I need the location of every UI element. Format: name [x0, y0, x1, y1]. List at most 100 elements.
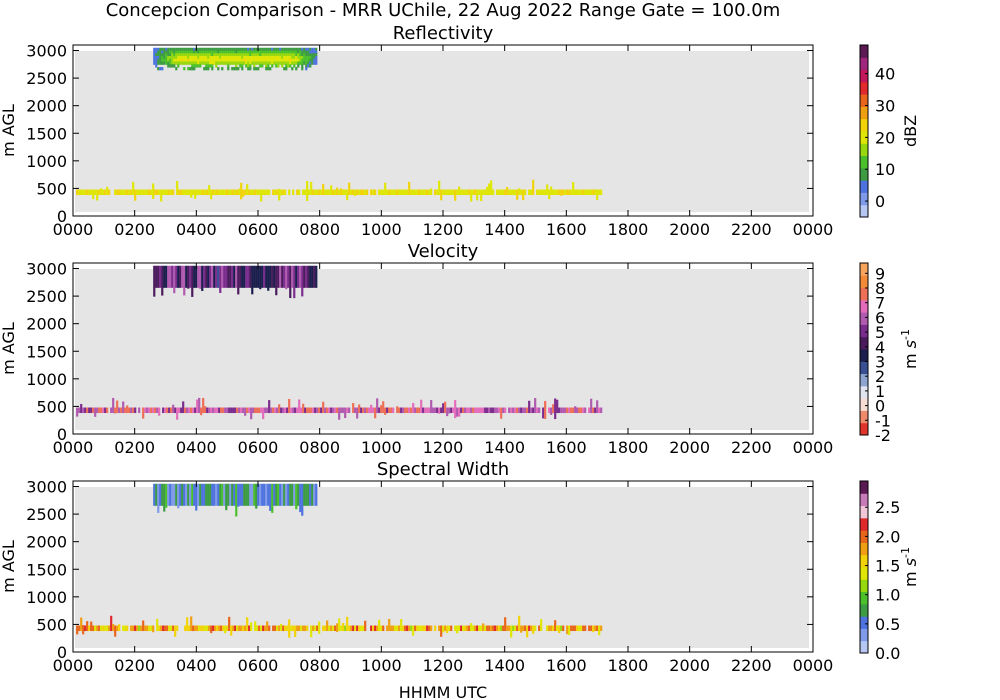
low-band-cell	[496, 625, 499, 632]
low-band-cell	[376, 625, 379, 632]
low-band-cell	[372, 407, 375, 414]
low-band-cell	[230, 189, 233, 196]
low-band-cell	[224, 625, 227, 634]
y-tick-label: 1500	[26, 124, 67, 143]
low-band-cell	[346, 189, 349, 201]
low-band-cell	[158, 189, 161, 196]
cloud-cell	[283, 265, 286, 288]
low-band-cell	[530, 625, 533, 632]
cloud-cell	[309, 61, 312, 65]
low-band-cell	[508, 625, 511, 632]
x-tick-label: 0200	[114, 656, 155, 675]
low-band-cell	[208, 407, 211, 414]
cloud-cell	[257, 53, 260, 57]
low-band-cell	[516, 407, 519, 414]
cloud-cell	[303, 50, 306, 54]
low-band-cell	[266, 621, 269, 632]
low-band-cell	[358, 625, 361, 632]
low-band-cell	[392, 407, 395, 414]
colorbar-label-base: m	[901, 348, 920, 369]
cloud-cell	[265, 64, 268, 68]
low-band-cell	[378, 619, 381, 632]
low-band-cell	[404, 625, 407, 632]
cloud-cell	[203, 61, 206, 65]
cloud-cell	[307, 64, 310, 68]
cloud-cell	[261, 58, 264, 63]
low-band-cell	[554, 398, 557, 420]
low-band-cell	[318, 621, 321, 634]
low-band-cell	[484, 407, 487, 414]
colorbar-label: m s-1	[899, 329, 920, 369]
cloud-cell	[211, 56, 214, 60]
cloud-cell	[311, 56, 314, 60]
low-band-cell	[428, 625, 431, 632]
low-band-cell	[588, 189, 591, 196]
cloud-cell	[273, 58, 276, 63]
cloud-cell	[311, 50, 314, 54]
cloud-cell	[307, 483, 310, 506]
low-band-cell	[294, 625, 297, 637]
low-band-cell	[272, 625, 275, 632]
x-tick-label: 1600	[546, 438, 587, 457]
low-band-cell	[90, 407, 93, 414]
low-band-cell	[130, 407, 133, 414]
x-tick-label: 1400	[484, 656, 525, 675]
cloud-cell	[223, 265, 226, 288]
cloud-cell	[231, 67, 234, 71]
cloud-cell	[233, 53, 236, 57]
cloud-band	[153, 265, 318, 299]
low-band-cell	[234, 625, 237, 632]
low-band-cell	[522, 625, 525, 632]
low-band-cell	[160, 189, 163, 202]
cloud-cell	[199, 53, 202, 57]
low-band-cell	[510, 189, 513, 196]
cloud-cell	[229, 47, 232, 52]
cloud-cell	[229, 61, 232, 65]
cloud-cell	[241, 56, 244, 60]
x-tick-label: 0200	[114, 220, 155, 239]
x-tick-label: 0600	[238, 656, 279, 675]
cloud-cell	[189, 53, 192, 57]
cloud-cell	[249, 58, 252, 63]
cloud-cell	[287, 47, 290, 52]
x-tick-label: 0000	[793, 656, 834, 675]
low-band-cell	[436, 189, 439, 196]
cloud-cell	[155, 58, 158, 63]
low-band-cell	[226, 189, 229, 196]
low-band-cell	[460, 625, 463, 632]
cloud-cell	[175, 47, 178, 52]
cloud-cell	[163, 61, 166, 65]
cloud-cell	[265, 61, 268, 65]
cloud-cell	[233, 50, 236, 54]
low-band-cell	[390, 625, 393, 632]
cloud-cell	[197, 61, 200, 65]
low-band-cell	[202, 189, 205, 196]
cloud-cell	[295, 61, 298, 65]
cloud-cell	[265, 67, 268, 71]
cloud-cell	[315, 58, 318, 63]
low-band-cell	[162, 407, 165, 414]
cloud-cell	[217, 47, 220, 52]
low-band-cell	[282, 189, 285, 196]
low-band-cell	[304, 189, 307, 196]
cloud-cell	[293, 483, 296, 506]
x-tick-label: 1200	[423, 656, 464, 675]
low-band-cell	[472, 625, 475, 632]
low-band-cell	[582, 407, 585, 414]
cloud-cell	[285, 265, 288, 290]
low-band-cell	[426, 189, 429, 196]
cloud-cell	[237, 265, 240, 295]
cloud-cell	[229, 56, 232, 60]
low-band-cell	[260, 625, 263, 632]
low-band-cell	[154, 407, 157, 414]
cloud-cell	[223, 50, 226, 54]
cloud-cell	[311, 53, 314, 57]
low-band-cell	[198, 189, 201, 196]
low-band-cell	[108, 625, 111, 632]
cloud-cell	[239, 64, 242, 68]
low-band-cell	[200, 407, 203, 416]
cloud-cell	[193, 53, 196, 57]
cloud-cell	[223, 483, 226, 506]
cloud-cell	[199, 64, 202, 68]
cloud-cell	[219, 58, 222, 63]
